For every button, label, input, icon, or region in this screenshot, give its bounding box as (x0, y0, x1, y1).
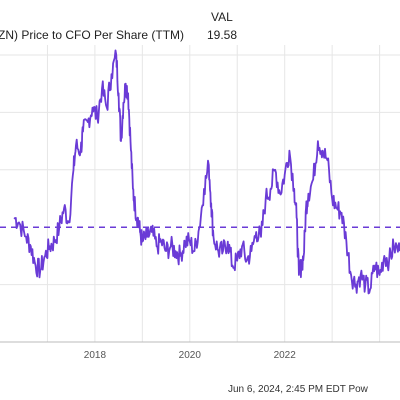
legend-series-label: ZN) Price to CFO Per Share (TTM) (0, 28, 184, 42)
footer-timestamp: Jun 6, 2024, 2:45 PM EDT Pow (228, 384, 369, 395)
legend-column-header: VAL (211, 10, 233, 24)
x-tick-label: 2020 (179, 350, 202, 361)
grid (0, 45, 400, 342)
series-line (13, 49, 400, 295)
x-axis: 2018 2020 2022 (0, 341, 400, 361)
x-tick-label: 2022 (274, 350, 297, 361)
series-group (13, 49, 400, 295)
x-tick-label: 2018 (84, 350, 107, 361)
legend-value: 19.58 (207, 28, 237, 42)
